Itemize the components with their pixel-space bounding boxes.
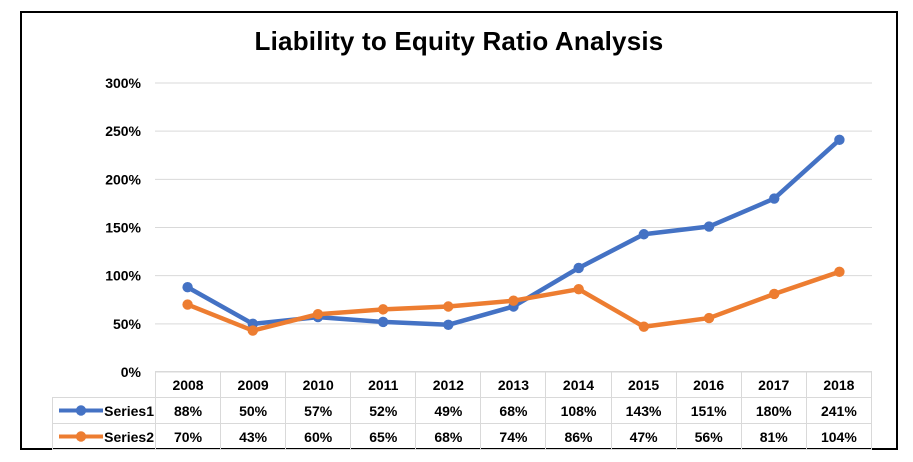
legend-marker-icon-series1 <box>59 405 104 416</box>
value-cell-series1: 180% <box>740 397 807 424</box>
value-cell-series2: 81% <box>740 423 807 450</box>
legend-entry-series2: Series2 <box>54 428 155 445</box>
legend-key-cell-series1: Series1 <box>52 397 156 424</box>
year-header-cell: 2010 <box>285 371 352 398</box>
data-point-marker-series1 <box>834 134 845 146</box>
data-point-marker-series1 <box>377 316 389 328</box>
year-header-cell: 2013 <box>480 371 547 398</box>
data-point-marker-series1 <box>638 229 650 240</box>
legend-label-series2: Series2 <box>104 428 154 445</box>
value-cell-series2: 68% <box>415 423 482 450</box>
corner-spacer <box>53 372 156 398</box>
data-point-marker-series2 <box>182 299 193 310</box>
value-cell-series2: 86% <box>545 423 612 450</box>
value-cell-series2: 43% <box>220 423 287 450</box>
data-point-marker-series1 <box>573 262 584 274</box>
year-header-cell: 2017 <box>740 371 807 398</box>
y-axis-tick-label: 200% <box>105 171 141 187</box>
y-axis-tick-label: 50% <box>113 316 142 332</box>
y-axis-tick-label: 300% <box>105 75 141 91</box>
y-axis-tick-label: 100% <box>105 268 141 284</box>
value-cell-series2: 65% <box>350 423 417 450</box>
value-cell-series1: 143% <box>610 397 677 424</box>
value-cell-series2: 56% <box>675 423 742 450</box>
data-point-marker-series2 <box>312 309 324 320</box>
data-point-marker-series1 <box>443 319 454 330</box>
data-point-marker-series2 <box>508 295 519 306</box>
value-cell-series2: 70% <box>154 423 222 450</box>
legend-label-series1: Series1 <box>104 402 154 419</box>
value-cell-series1: 57% <box>285 397 352 424</box>
data-point-marker-series1 <box>703 221 715 232</box>
value-cell-series1: 52% <box>350 397 417 424</box>
data-point-marker-series2 <box>247 325 258 336</box>
value-cell-series2: 60% <box>285 423 352 450</box>
value-cell-series1: 88% <box>154 397 222 424</box>
year-header-cell: 2009 <box>220 371 287 398</box>
table-row-years: 2008 2009 2010 2011 2012 2013 2014 2015 2016 2017… <box>53 371 873 398</box>
year-header-cell: 2018 <box>805 371 873 398</box>
data-point-marker-series2 <box>573 283 584 295</box>
value-cell-series1: 151% <box>675 397 742 424</box>
value-cell-series1: 68% <box>480 397 547 424</box>
data-point-marker-series1 <box>182 282 193 293</box>
year-header-cell: 2012 <box>415 371 482 398</box>
year-header-cell: 2016 <box>675 371 742 398</box>
value-cell-series2: 104% <box>805 423 873 450</box>
value-cell-series1: 108% <box>545 397 612 424</box>
legend-marker-icon-series2 <box>59 431 104 442</box>
year-header-cell: 2008 <box>154 371 222 398</box>
table-row-series2: Series2 70% 43% 60% 65% 68% 74% 86% 47% 56% 81% 104… <box>52 423 873 450</box>
value-cell-series2: 74% <box>480 423 547 450</box>
chart-title: Liability to Equity Ratio Analysis <box>254 26 664 56</box>
value-cell-series1: 241% <box>805 397 873 424</box>
data-point-marker-series2 <box>703 312 715 324</box>
chart-data-table: 2008 2009 2010 2011 2012 2013 2014 2015 2016 2017… <box>52 371 873 450</box>
data-point-marker-series2 <box>769 288 780 300</box>
year-header-cell: 2015 <box>610 371 677 398</box>
legend-entry-series1: Series1 <box>54 402 155 419</box>
data-point-marker-series2 <box>443 301 454 312</box>
y-axis-tick-label: 150% <box>105 220 141 236</box>
table-row-series1: Series1 88% 50% 57% 52% 49% 68% 108% 143% 151% 180… <box>52 397 873 424</box>
y-axis-tick-label: 250% <box>105 123 141 139</box>
year-header-cell: 2011 <box>350 371 417 398</box>
value-cell-series2: 47% <box>610 423 677 450</box>
year-header-cell: 2014 <box>545 371 612 398</box>
data-point-marker-series2 <box>834 266 845 278</box>
value-cell-series1: 49% <box>415 397 482 424</box>
data-point-marker-series2 <box>638 321 650 332</box>
y-axis-tick-label: 0% <box>121 364 142 380</box>
data-point-marker-series1 <box>769 193 780 204</box>
legend-key-cell-series2: Series2 <box>52 423 156 450</box>
data-point-marker-series2 <box>377 304 389 315</box>
value-cell-series1: 50% <box>220 397 287 424</box>
